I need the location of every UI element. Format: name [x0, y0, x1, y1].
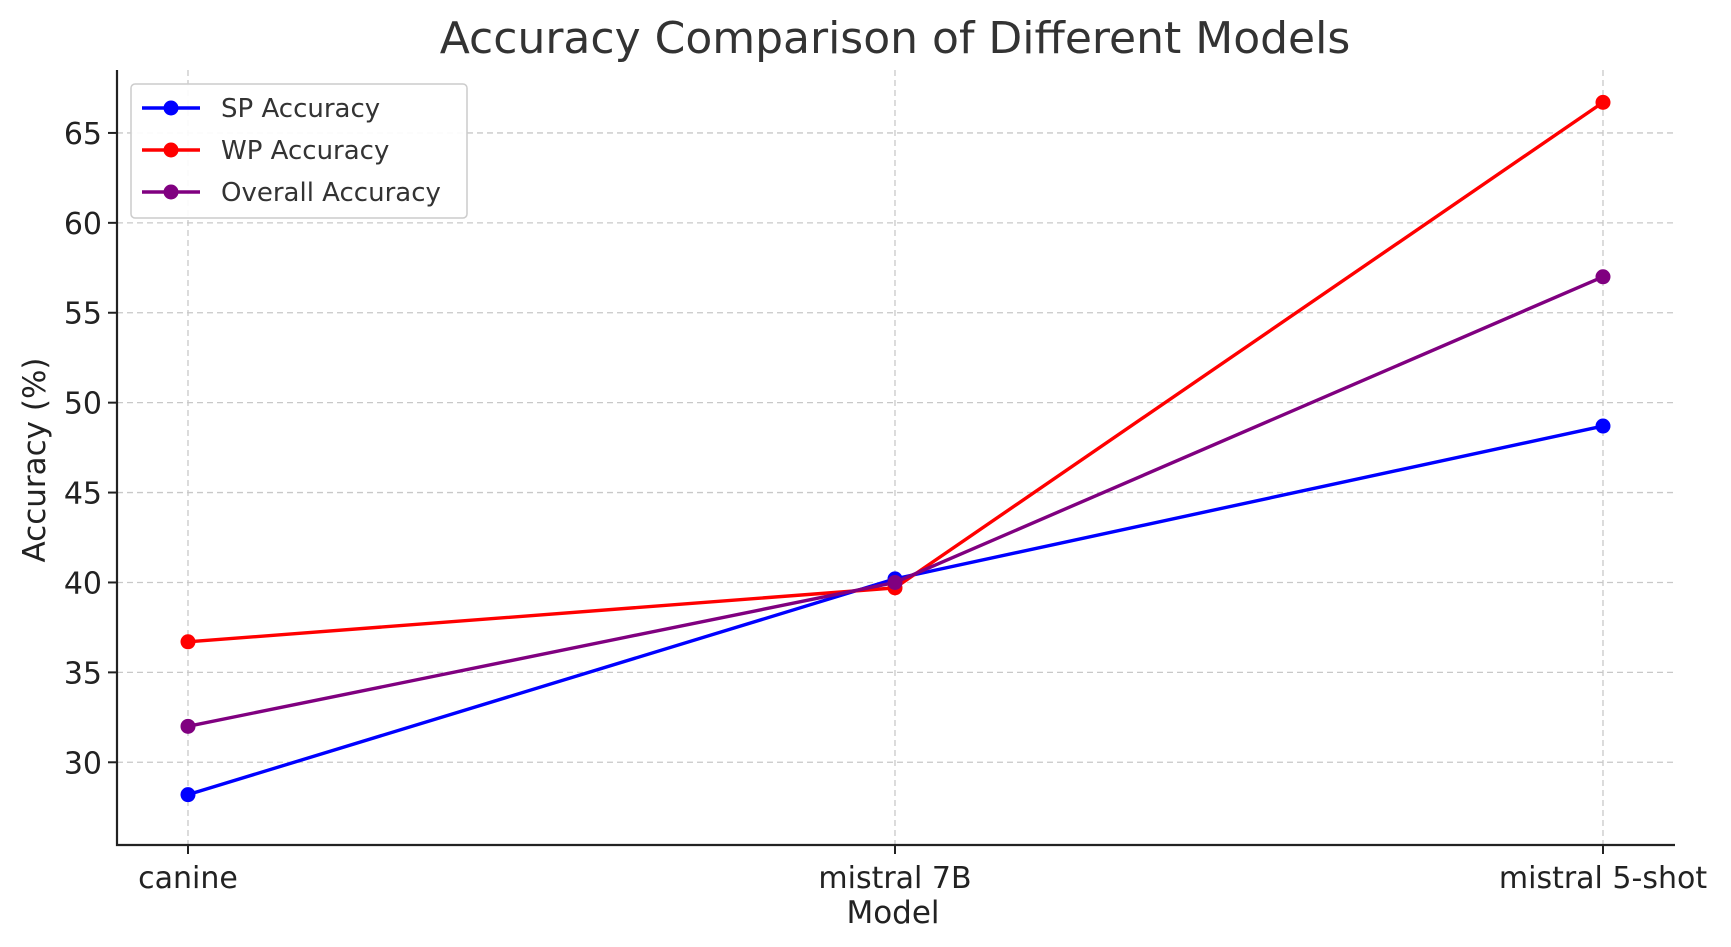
y-tick-label: 30 [64, 746, 102, 781]
series-layer [180, 94, 1611, 803]
y-tick-label: 60 [64, 207, 102, 242]
x-tick-label: mistral 5-shot [1499, 861, 1707, 896]
legend-marker [163, 100, 179, 116]
chart-title: Accuracy Comparison of Different Models [440, 13, 1351, 64]
data-point [1595, 418, 1611, 434]
legend-label: Overall Accuracy [221, 178, 441, 208]
y-tick-label: 40 [64, 566, 102, 601]
data-point [180, 787, 196, 803]
legend-marker [163, 184, 179, 200]
legend-label: SP Accuracy [221, 94, 380, 124]
legend-label: WP Accuracy [221, 136, 389, 166]
y-tick-label: 45 [64, 477, 102, 512]
x-tick-label: canine [138, 861, 238, 896]
axes: 30 35 40 45 50 55 60 65 canine mistral 7B mistral … [64, 70, 1707, 896]
axis-spines [115, 70, 1675, 847]
y-axis-label: Accuracy (%) [17, 357, 53, 562]
x-tick-label: mistral 7B [818, 861, 971, 896]
legend: SP Accuracy WP Accuracy Overall Accuracy [130, 83, 468, 219]
data-point [180, 718, 196, 734]
legend-marker [163, 142, 179, 158]
legend-item: SP Accuracy [142, 94, 380, 124]
data-point [887, 574, 903, 590]
x-axis-label: Model [846, 895, 939, 931]
legend-frame [130, 83, 468, 219]
legend-item: Overall Accuracy [142, 178, 441, 208]
grid [117, 70, 1675, 845]
data-point [180, 634, 196, 650]
y-tick-label: 65 [64, 117, 102, 152]
data-point [1595, 269, 1611, 285]
y-tick-label: 35 [64, 656, 102, 691]
y-tick-label: 55 [64, 297, 102, 332]
data-point [1595, 94, 1611, 110]
series-overall-accuracy [180, 269, 1611, 734]
y-tick-label: 50 [64, 387, 102, 422]
legend-item: WP Accuracy [142, 136, 389, 166]
